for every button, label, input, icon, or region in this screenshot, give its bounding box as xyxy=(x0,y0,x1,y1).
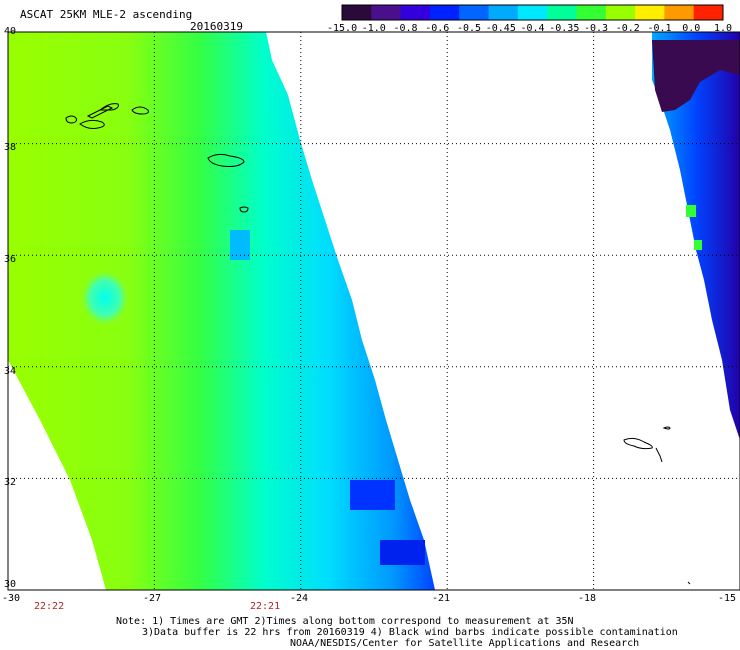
island-outline xyxy=(239,206,249,213)
map-date: 20160319 xyxy=(190,20,243,33)
island-outline xyxy=(98,103,119,111)
purple-patch xyxy=(652,40,740,112)
island-outline xyxy=(79,119,105,129)
colorbar-label: 0.0 xyxy=(682,23,701,34)
right-swath-fill xyxy=(652,32,740,440)
colorbar-swatch xyxy=(459,5,490,20)
low-value-patch xyxy=(350,480,395,510)
colorbar-label: -0.4 xyxy=(520,23,545,34)
lat-label: 40 xyxy=(4,26,17,37)
colorbar-swatch xyxy=(429,5,460,20)
map-frame xyxy=(7,31,740,591)
colorbar-label: -0.5 xyxy=(457,23,482,34)
lon-label: -21 xyxy=(432,593,451,604)
colorbar xyxy=(342,5,724,20)
lon-label: -24 xyxy=(290,593,309,604)
colorbar-frame xyxy=(341,4,724,21)
island-outline xyxy=(65,115,77,124)
colorbar-swatch xyxy=(664,5,695,20)
colorbar-label: -1.0 xyxy=(361,23,386,34)
lon-label: -15 xyxy=(718,593,737,604)
colorbar-label: -0.45 xyxy=(485,23,516,34)
lon-label: -30 xyxy=(2,593,21,604)
lat-label: 36 xyxy=(4,254,17,265)
island-outline xyxy=(662,426,671,430)
colorbar-label: -0.3 xyxy=(584,23,609,34)
lat-label: 38 xyxy=(4,142,17,153)
colorbar-swatch xyxy=(605,5,636,20)
time-label: 22:21 xyxy=(250,601,281,612)
island-outline xyxy=(131,106,149,115)
green-patch xyxy=(686,205,696,217)
low-value-patch xyxy=(380,540,425,565)
map-title: ASCAT 25KM MLE-2 ascending xyxy=(20,8,193,21)
colorbar-swatch xyxy=(517,5,548,20)
colorbar-swatch xyxy=(693,5,724,20)
note-line: NOAA/NESDIS/Center for Satellite Applica… xyxy=(290,638,640,649)
lat-label: 32 xyxy=(4,477,17,488)
lat-lon-grid xyxy=(8,32,740,590)
coastlines xyxy=(65,103,691,585)
colorbar-swatch xyxy=(488,5,519,20)
colorbar-swatch xyxy=(400,5,431,20)
lat-label: 30 xyxy=(4,579,17,590)
left-swath xyxy=(8,32,435,590)
colorbar-swatch xyxy=(371,5,402,20)
island-outline xyxy=(687,581,691,585)
note-line: 3)Data buffer is 22 hrs from 20160319 4)… xyxy=(142,627,678,638)
lat-label: 34 xyxy=(4,366,17,377)
lon-label: -18 xyxy=(578,593,597,604)
colorbar-swatch xyxy=(547,5,577,20)
colorbar-swatch xyxy=(635,5,665,20)
left-swath-fill xyxy=(8,32,435,590)
eddy-feature xyxy=(79,268,131,328)
colorbar-label: -0.1 xyxy=(647,23,672,34)
lon-label: -27 xyxy=(143,593,162,604)
colorbar-label: -0.35 xyxy=(549,23,580,34)
island-outline xyxy=(207,153,245,167)
note-line: Note: 1) Times are GMT 2)Times along bot… xyxy=(116,616,574,627)
island-outline xyxy=(623,437,653,450)
colorbar-swatch xyxy=(342,5,372,20)
colorbar-label: -0.8 xyxy=(393,23,418,34)
island-outline xyxy=(655,447,663,463)
colorbar-label: -0.2 xyxy=(615,23,640,34)
right-swath xyxy=(652,32,740,440)
colorbar-label: 1.0 xyxy=(714,23,733,34)
time-label: 22:22 xyxy=(34,601,65,612)
colorbar-label: -15.0 xyxy=(327,23,358,34)
colorbar-swatch xyxy=(576,5,607,20)
colorbar-label: -0.6 xyxy=(425,23,450,34)
low-value-patch xyxy=(230,230,250,260)
green-patch xyxy=(694,240,702,250)
